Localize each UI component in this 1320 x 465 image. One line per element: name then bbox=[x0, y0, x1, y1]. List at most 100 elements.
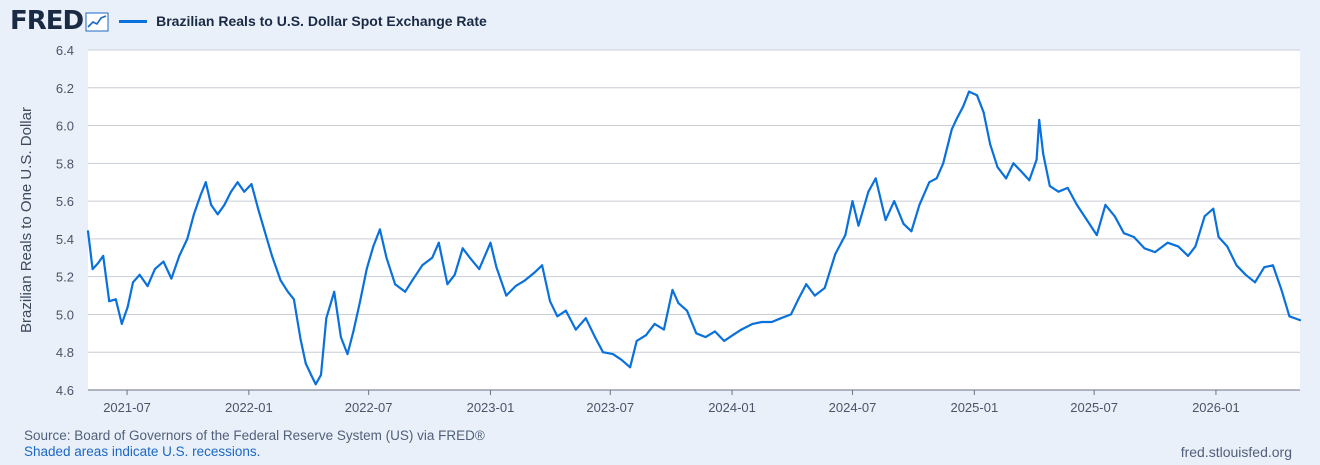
chart-line-icon bbox=[85, 12, 109, 32]
x-tick-label: 2026-01 bbox=[1192, 400, 1240, 415]
data-point bbox=[602, 351, 604, 354]
recession-note[interactable]: Shaded areas indicate U.S. recessions. bbox=[24, 444, 261, 459]
data-point bbox=[385, 256, 388, 259]
y-tick-label: 6.0 bbox=[56, 119, 74, 134]
data-point bbox=[1271, 264, 1274, 267]
data-point bbox=[333, 290, 336, 293]
data-point bbox=[928, 181, 931, 184]
data-point bbox=[564, 309, 567, 312]
data-point bbox=[468, 256, 471, 259]
data-point bbox=[162, 260, 165, 263]
data-point bbox=[210, 203, 213, 206]
data-point bbox=[584, 317, 587, 320]
data-point bbox=[1057, 190, 1060, 193]
data-point bbox=[365, 268, 368, 271]
x-tick-label: 2024-01 bbox=[708, 400, 756, 415]
data-point bbox=[874, 177, 877, 180]
data-point bbox=[713, 330, 716, 333]
data-point bbox=[760, 321, 763, 323]
data-point bbox=[310, 373, 313, 376]
data-point bbox=[1048, 185, 1051, 187]
data-point bbox=[1035, 158, 1038, 161]
data-point bbox=[704, 336, 707, 339]
data-point bbox=[834, 253, 837, 255]
y-tick-label: 5.6 bbox=[56, 194, 74, 209]
data-point bbox=[1075, 203, 1078, 206]
data-point bbox=[257, 207, 260, 210]
x-tick-label: 2022-07 bbox=[345, 400, 393, 415]
chart-header: FRED Brazilian Reals to U.S. Dollar Spot… bbox=[10, 6, 487, 36]
data-point bbox=[1038, 118, 1041, 121]
data-point bbox=[611, 353, 614, 356]
legend-label[interactable]: Brazilian Reals to U.S. Dollar Spot Exch… bbox=[156, 13, 487, 29]
data-point bbox=[956, 117, 959, 119]
data-point bbox=[186, 237, 189, 240]
data-point bbox=[346, 353, 349, 356]
data-point bbox=[533, 271, 536, 274]
data-point bbox=[138, 273, 141, 276]
data-point bbox=[780, 317, 782, 320]
data-point bbox=[320, 373, 322, 376]
data-point bbox=[686, 309, 688, 312]
data-point bbox=[805, 283, 808, 286]
data-point bbox=[359, 300, 362, 303]
data-point bbox=[489, 241, 492, 244]
data-point bbox=[1042, 152, 1045, 155]
data-point bbox=[1104, 203, 1107, 206]
y-tick-label: 5.4 bbox=[56, 232, 74, 247]
data-point bbox=[263, 230, 266, 233]
data-point bbox=[404, 290, 407, 293]
data-point bbox=[523, 279, 526, 282]
y-axis-label: Brazilian Reals to One U.S. Dollar bbox=[18, 107, 35, 333]
data-point bbox=[286, 290, 289, 293]
legend-swatch bbox=[119, 19, 148, 23]
data-point bbox=[950, 128, 953, 131]
x-tick-label: 2021-07 bbox=[103, 400, 151, 415]
data-point bbox=[790, 313, 792, 316]
series-line bbox=[86, 90, 1302, 386]
data-point bbox=[421, 264, 424, 267]
data-point bbox=[942, 162, 945, 165]
data-point bbox=[352, 330, 355, 333]
data-point bbox=[1143, 247, 1146, 250]
x-tick-label: 2025-07 bbox=[1070, 400, 1118, 415]
data-point bbox=[372, 245, 375, 248]
data-point bbox=[223, 203, 226, 206]
data-point bbox=[453, 273, 456, 276]
fred-logo[interactable]: FRED bbox=[10, 6, 84, 36]
data-point bbox=[740, 328, 743, 331]
data-point bbox=[1132, 236, 1135, 238]
data-point bbox=[120, 322, 123, 325]
data-point bbox=[314, 383, 317, 386]
data-point bbox=[1085, 219, 1088, 221]
data-point bbox=[1154, 251, 1156, 254]
data-point bbox=[962, 105, 965, 108]
data-point bbox=[1066, 186, 1069, 189]
data-point bbox=[1235, 264, 1238, 267]
data-point bbox=[851, 200, 854, 203]
data-point bbox=[236, 181, 239, 184]
data-point bbox=[629, 366, 632, 369]
data-point bbox=[867, 190, 870, 193]
data-point bbox=[982, 111, 985, 114]
x-tick-label: 2022-01 bbox=[225, 400, 273, 415]
data-point bbox=[1166, 241, 1169, 244]
data-point bbox=[556, 315, 559, 318]
data-point bbox=[1212, 207, 1215, 210]
data-point bbox=[495, 266, 498, 269]
y-tick-label: 4.8 bbox=[56, 345, 74, 360]
x-tick-label: 2023-01 bbox=[467, 400, 515, 415]
data-point bbox=[304, 362, 307, 365]
data-point bbox=[325, 317, 328, 320]
data-point bbox=[102, 254, 105, 257]
data-point bbox=[695, 332, 698, 335]
data-point bbox=[902, 222, 905, 225]
y-tick-label: 6.4 bbox=[56, 43, 74, 58]
fred-url[interactable]: fred.stlouisfed.org bbox=[1180, 444, 1292, 460]
data-point bbox=[446, 283, 449, 286]
data-point bbox=[1254, 281, 1256, 284]
data-point bbox=[192, 213, 195, 216]
data-point bbox=[731, 334, 734, 337]
data-point bbox=[1177, 245, 1180, 248]
